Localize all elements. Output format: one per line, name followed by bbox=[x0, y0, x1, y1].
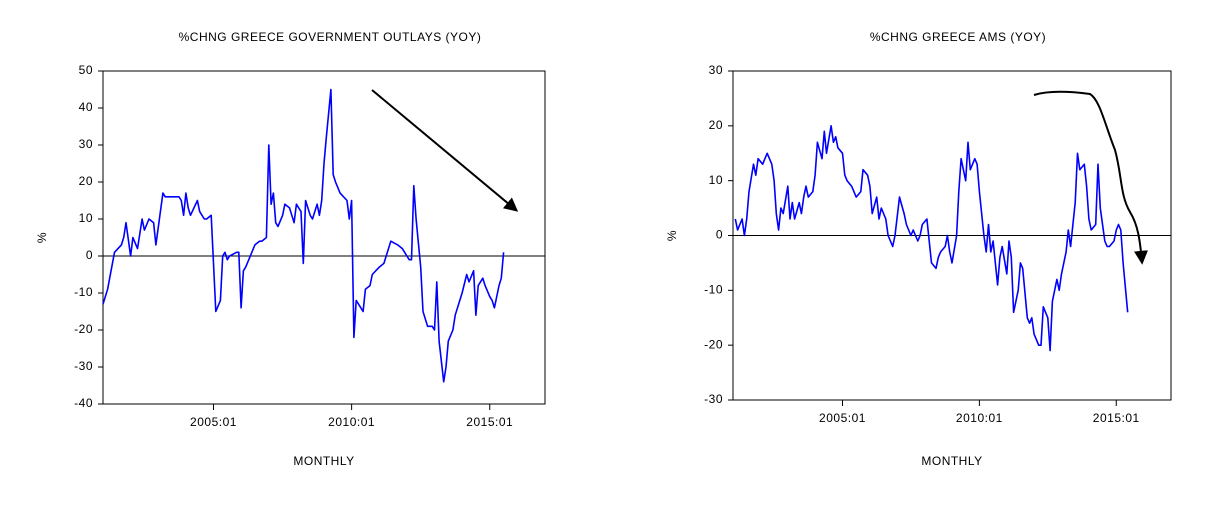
y-tick-label: 20 bbox=[79, 174, 93, 188]
annotation-arrow bbox=[1033, 90, 1148, 265]
x-tick-label: 2005:01 bbox=[819, 411, 866, 425]
y-tick-label: 10 bbox=[79, 211, 93, 225]
data-line bbox=[102, 88, 505, 383]
y-tick-label: 30 bbox=[79, 137, 93, 151]
x-tick-label: 2010:01 bbox=[328, 415, 375, 429]
y-tick-label: 40 bbox=[79, 100, 93, 114]
y-tick-label: 0 bbox=[716, 228, 723, 242]
y-tick-label: 20 bbox=[709, 118, 723, 132]
chart-title: %CHNG GREECE AMS (YOY) bbox=[870, 30, 1046, 44]
data-line bbox=[734, 125, 1129, 352]
y-tick-label: 50 bbox=[79, 63, 93, 77]
chart-title: %CHNG GREECE GOVERNMENT OUTLAYS (YOY) bbox=[179, 30, 482, 44]
x-axis-label: MONTHLY bbox=[921, 454, 982, 468]
y-axis-label: % bbox=[35, 232, 49, 243]
y-tick-label: -40 bbox=[74, 396, 93, 410]
y-tick-label: 10 bbox=[709, 173, 723, 187]
y-tick-label: 30 bbox=[709, 63, 723, 77]
x-tick-label: 2015:01 bbox=[466, 415, 513, 429]
x-tick-label: 2010:01 bbox=[956, 411, 1003, 425]
y-tick-label: -30 bbox=[704, 392, 723, 406]
y-tick-label: -10 bbox=[704, 283, 723, 297]
x-tick-label: 2015:01 bbox=[1093, 411, 1140, 425]
y-tick-label: -20 bbox=[74, 322, 93, 336]
y-axis-label: % bbox=[665, 230, 679, 241]
annotation-arrow bbox=[371, 89, 519, 212]
y-tick-label: -30 bbox=[74, 359, 93, 373]
x-axis-label: MONTHLY bbox=[293, 454, 354, 468]
y-tick-label: 0 bbox=[86, 248, 93, 262]
x-tick-label: 2005:01 bbox=[190, 415, 237, 429]
y-tick-label: -20 bbox=[704, 337, 723, 351]
y-tick-label: -10 bbox=[74, 285, 93, 299]
plot-frame bbox=[102, 70, 546, 405]
